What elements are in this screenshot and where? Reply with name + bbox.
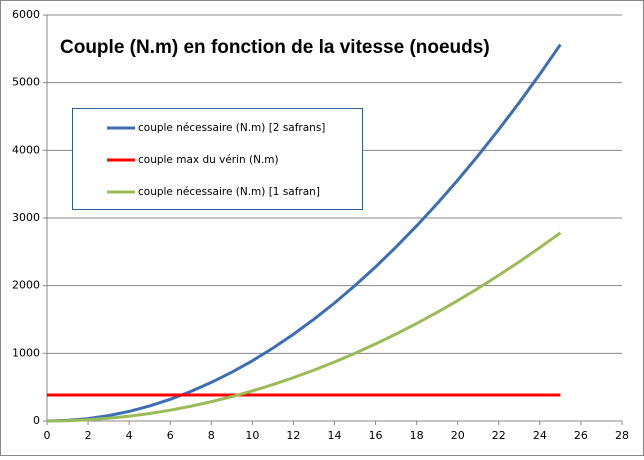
x-tick-label: 4: [126, 429, 133, 442]
x-tick-label: 10: [245, 429, 259, 442]
x-tick-label: 18: [410, 429, 424, 442]
y-tick-label: 5000: [12, 76, 40, 89]
x-tick-label: 20: [451, 429, 465, 442]
x-tick-label: 28: [615, 429, 629, 442]
y-tick-label: 3000: [12, 211, 40, 224]
series-line: [46, 231, 562, 423]
x-tick-label: 6: [167, 429, 174, 442]
x-tick-label: 0: [44, 429, 51, 442]
legend: couple nécessaire (N.m) [2 safrans] coupl…: [107, 122, 325, 198]
x-tick-label: 8: [208, 429, 215, 442]
y-tick-label: 6000: [12, 8, 40, 21]
y-tick-label: 2000: [12, 279, 40, 292]
y-tick-label: 1000: [12, 346, 40, 359]
x-tick-label: 26: [574, 429, 588, 442]
x-tick-label: 22: [492, 429, 506, 442]
x-tick-label: 24: [533, 429, 547, 442]
x-tick-label: 16: [369, 429, 383, 442]
lines: [46, 43, 562, 423]
x-tick-label: 2: [85, 429, 92, 442]
legend-label: couple nécessaire (N.m) [1 safran]: [138, 186, 320, 198]
series-line: [46, 43, 562, 423]
x-tick-label: 12: [286, 429, 300, 442]
legend-label: couple nécessaire (N.m) [2 safrans]: [138, 122, 325, 134]
legend-label: couple max du vérin (N.m): [138, 154, 279, 166]
y-tick-label: 0: [33, 414, 40, 427]
y-tick-label: 4000: [12, 143, 40, 156]
x-tick-label: 14: [328, 429, 342, 442]
chart-title: Couple (N.m) en fonction de la vitesse (…: [60, 37, 490, 58]
